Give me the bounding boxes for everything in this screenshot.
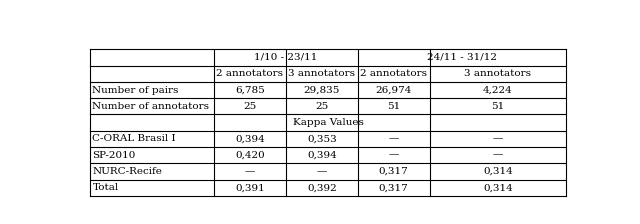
Text: 0,353: 0,353 (307, 134, 337, 143)
Text: Number of pairs: Number of pairs (92, 86, 179, 95)
Text: 3 annotators: 3 annotators (465, 69, 531, 78)
Text: Number of annotators: Number of annotators (92, 102, 209, 111)
Text: NURC-Recife: NURC-Recife (92, 167, 163, 176)
Text: 4,224: 4,224 (483, 86, 513, 95)
Text: —: — (317, 167, 327, 176)
Text: 24/11 - 31/12: 24/11 - 31/12 (427, 53, 497, 62)
Text: 26,974: 26,974 (376, 86, 412, 95)
Text: SP-2010: SP-2010 (92, 151, 136, 160)
Text: 51: 51 (387, 102, 401, 111)
Text: —: — (493, 134, 503, 143)
Text: 0,392: 0,392 (307, 183, 337, 192)
Text: 0,314: 0,314 (483, 183, 513, 192)
Text: 0,391: 0,391 (235, 183, 265, 192)
Text: 51: 51 (492, 102, 504, 111)
Text: 0,317: 0,317 (379, 183, 408, 192)
Text: 0,420: 0,420 (235, 151, 265, 160)
Text: 25: 25 (243, 102, 257, 111)
Text: —: — (244, 167, 255, 176)
Text: —: — (388, 151, 399, 160)
Text: 0,314: 0,314 (483, 167, 513, 176)
Text: 2 annotators: 2 annotators (216, 69, 284, 78)
Text: C-ORAL Brasil I: C-ORAL Brasil I (92, 134, 176, 143)
Text: 29,835: 29,835 (303, 86, 340, 95)
Text: 2 annotators: 2 annotators (360, 69, 428, 78)
Text: Total: Total (92, 183, 118, 192)
Text: —: — (388, 134, 399, 143)
Text: 3 annotators: 3 annotators (288, 69, 355, 78)
Text: 6,785: 6,785 (235, 86, 265, 95)
Text: 0,394: 0,394 (235, 134, 265, 143)
Text: Kappa Values: Kappa Values (292, 118, 364, 127)
Text: 25: 25 (315, 102, 328, 111)
Text: —: — (493, 151, 503, 160)
Text: 0,394: 0,394 (307, 151, 337, 160)
Text: 1/10 - 23/11: 1/10 - 23/11 (254, 53, 317, 62)
Text: 0,317: 0,317 (379, 167, 408, 176)
